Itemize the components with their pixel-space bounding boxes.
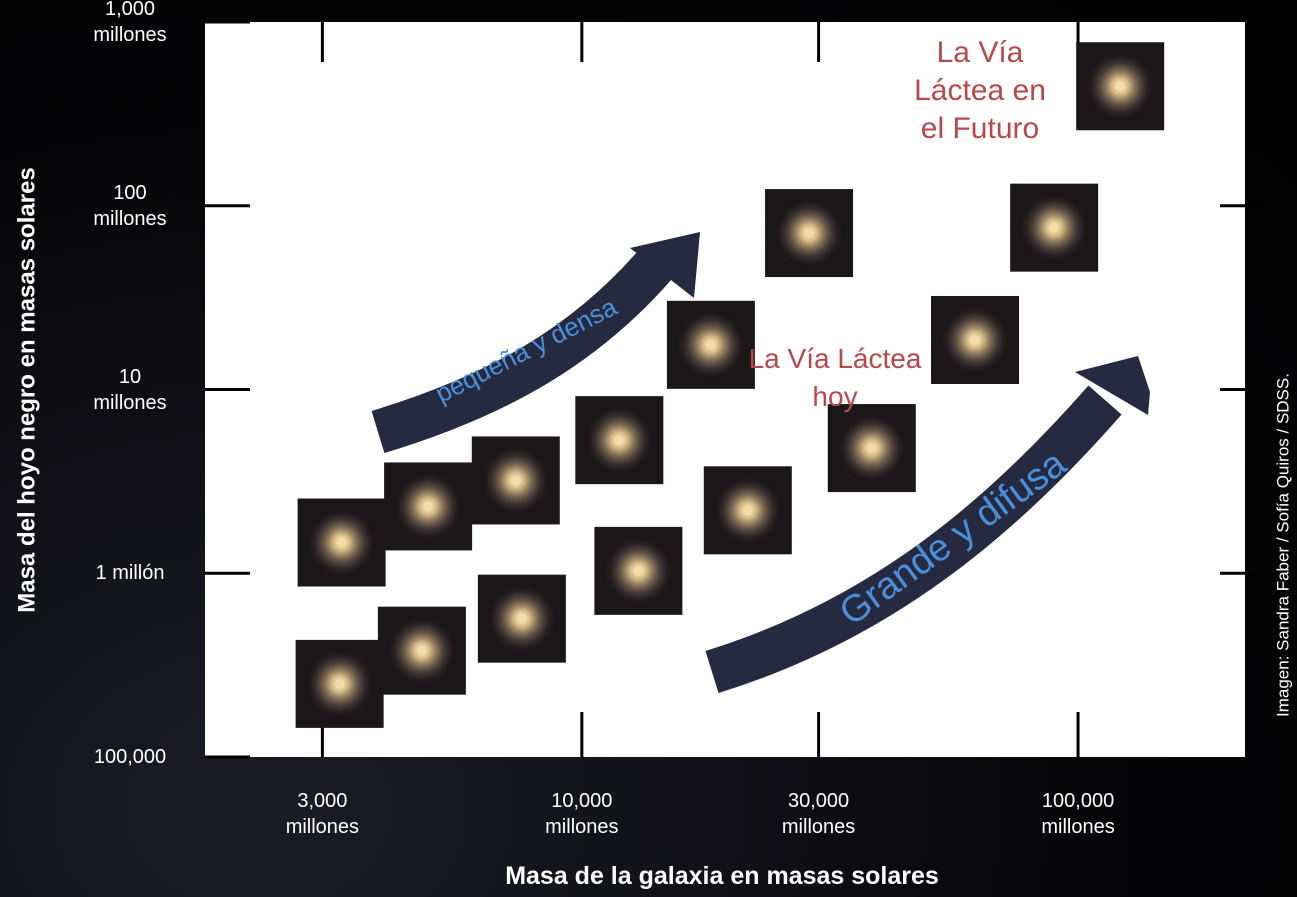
galaxy-core (336, 537, 347, 548)
y-tick-label: 100,000 (93, 746, 167, 768)
arrow (371, 250, 672, 454)
y-tick-label: 100 millones (93, 181, 167, 230)
galaxy-core (416, 645, 427, 656)
galaxy-core (510, 475, 521, 486)
y-tick-label: 10 millones (93, 365, 167, 414)
y-axis-label: Masa del hoyo negro en masas solares (13, 167, 40, 613)
galaxy-core (1115, 81, 1126, 92)
arrow-head (630, 232, 700, 298)
x-tick-label: 30,000 millones (781, 790, 856, 838)
y-tick-label: 1 millón (95, 562, 165, 585)
galaxy-core (970, 334, 981, 345)
galaxy-core (633, 565, 644, 576)
galaxy-core (423, 501, 434, 512)
galaxy-core (742, 505, 753, 516)
galaxy-core (516, 613, 527, 624)
annotation: La Vía Láctea hoy (748, 343, 922, 412)
galaxy-core (334, 678, 345, 689)
galaxy-core (804, 228, 815, 239)
arrow (705, 385, 1122, 694)
credit: Imagen: Sandra Faber / Sofía Quiros / SD… (1273, 373, 1292, 717)
x-tick-label: 3,000 millones (285, 790, 360, 838)
y-tick-label: 1,000 millones (93, 0, 167, 46)
galaxy-core (1049, 222, 1060, 233)
x-tick-label: 10,000 millones (545, 790, 619, 838)
galaxy-core (705, 339, 716, 350)
arrow-head (1075, 356, 1150, 415)
annotation: La Vía Láctea en el Futuro (914, 36, 1046, 145)
galaxy-core (866, 443, 877, 454)
x-tick-label: 100,000 millones (1041, 790, 1115, 838)
galaxy-core (614, 435, 625, 446)
x-axis-label: Masa de la galaxia en masas solares (505, 862, 939, 890)
